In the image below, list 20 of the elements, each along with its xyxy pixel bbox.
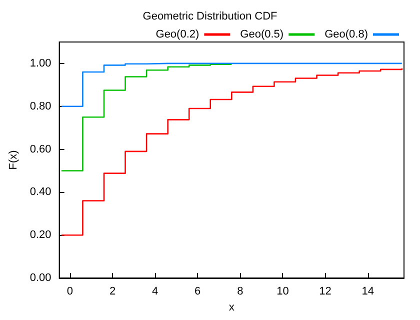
- x-tick-label: 8: [237, 286, 244, 298]
- legend-label: Geo(0.2): [156, 28, 200, 40]
- x-axis-title: x: [228, 301, 235, 314]
- x-tick-label: 12: [319, 286, 332, 298]
- x-tick-label: 0: [66, 286, 74, 298]
- x-tick-label: 14: [362, 286, 374, 298]
- y-tick-label: 0.60: [30, 143, 52, 156]
- y-tick-label: 0.00: [30, 272, 52, 284]
- legend-label: Geo(0.5): [240, 28, 284, 40]
- y-axis-title: F(x): [8, 150, 20, 170]
- chart-title: Geometric Distribution CDF: [142, 10, 278, 22]
- y-tick-label: 0.40: [30, 186, 52, 198]
- y-tick-label: 0.20: [30, 229, 52, 242]
- x-tick-label: 2: [109, 286, 116, 298]
- x-tick-label: 4: [152, 286, 158, 298]
- y-tick-label: 1.00: [30, 57, 52, 70]
- x-tick-label: 10: [276, 286, 289, 298]
- y-tick-label: 0.80: [30, 100, 52, 112]
- x-tick-label: 6: [194, 286, 201, 298]
- legend-label: Geo(0.8): [324, 28, 368, 40]
